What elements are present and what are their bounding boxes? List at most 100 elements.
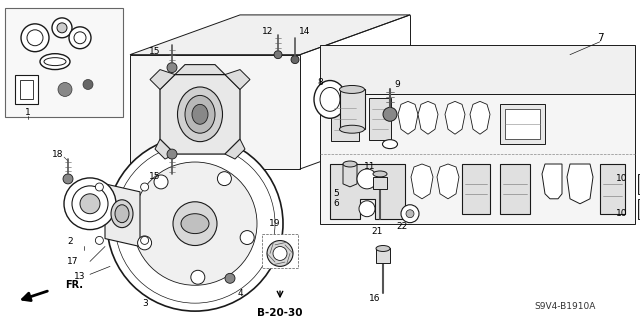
Circle shape [141, 183, 148, 191]
Circle shape [406, 210, 414, 218]
Polygon shape [225, 70, 250, 89]
Polygon shape [411, 164, 433, 199]
Circle shape [141, 236, 148, 244]
Polygon shape [373, 177, 387, 189]
Text: 7: 7 [596, 33, 604, 43]
Circle shape [27, 30, 43, 46]
Polygon shape [155, 139, 175, 159]
Circle shape [80, 194, 100, 214]
Circle shape [83, 79, 93, 89]
Circle shape [383, 108, 397, 121]
Polygon shape [105, 184, 140, 247]
Circle shape [191, 270, 205, 284]
Bar [262, 234, 298, 268]
Text: 8: 8 [317, 78, 323, 87]
Circle shape [52, 18, 72, 38]
Ellipse shape [185, 95, 215, 133]
Polygon shape [330, 164, 405, 219]
Polygon shape [225, 139, 245, 159]
Polygon shape [398, 101, 418, 134]
Polygon shape [638, 199, 640, 219]
Ellipse shape [343, 161, 357, 167]
Polygon shape [320, 45, 635, 94]
Circle shape [72, 186, 108, 222]
Polygon shape [130, 15, 410, 55]
Circle shape [63, 174, 73, 184]
Text: 14: 14 [300, 27, 310, 36]
Ellipse shape [181, 214, 209, 234]
Circle shape [267, 241, 293, 266]
Polygon shape [500, 104, 545, 144]
Circle shape [69, 27, 91, 49]
Ellipse shape [383, 140, 397, 149]
Ellipse shape [115, 205, 129, 223]
Circle shape [107, 136, 283, 311]
Text: 3: 3 [142, 299, 148, 308]
Text: 10: 10 [616, 209, 628, 218]
Text: 19: 19 [269, 219, 281, 228]
Text: 22: 22 [396, 222, 408, 231]
Circle shape [225, 273, 235, 283]
Ellipse shape [44, 58, 66, 66]
Polygon shape [567, 164, 593, 204]
Ellipse shape [376, 246, 390, 251]
Circle shape [240, 231, 254, 244]
Text: 17: 17 [67, 257, 79, 266]
Polygon shape [331, 97, 359, 141]
Polygon shape [470, 101, 490, 134]
Text: 6: 6 [333, 199, 339, 208]
Circle shape [95, 183, 104, 191]
Circle shape [115, 144, 275, 303]
Circle shape [133, 162, 257, 285]
Text: FR.: FR. [65, 280, 83, 290]
Polygon shape [445, 101, 465, 134]
Polygon shape [437, 164, 459, 199]
Ellipse shape [192, 104, 208, 124]
Text: 1: 1 [25, 108, 31, 117]
Circle shape [291, 56, 299, 63]
Polygon shape [542, 164, 562, 199]
Ellipse shape [339, 125, 365, 133]
Text: 11: 11 [364, 162, 376, 172]
Text: 4: 4 [237, 289, 243, 298]
Polygon shape [130, 55, 300, 169]
Circle shape [138, 236, 152, 250]
Text: 15: 15 [149, 47, 161, 56]
Polygon shape [418, 101, 438, 134]
Polygon shape [638, 174, 640, 194]
Polygon shape [462, 164, 490, 214]
Text: 21: 21 [371, 227, 383, 236]
Circle shape [95, 236, 104, 244]
Bar [5, 8, 123, 117]
Polygon shape [15, 75, 38, 104]
Polygon shape [369, 98, 391, 140]
Circle shape [218, 172, 232, 186]
Text: S9V4-B1910A: S9V4-B1910A [534, 302, 596, 311]
Polygon shape [340, 89, 365, 129]
Circle shape [58, 83, 72, 96]
Circle shape [154, 175, 168, 189]
Text: 2: 2 [67, 237, 73, 246]
Polygon shape [343, 164, 357, 187]
Polygon shape [175, 65, 225, 75]
Polygon shape [320, 94, 635, 224]
Text: 5: 5 [333, 189, 339, 198]
Circle shape [157, 186, 233, 261]
Polygon shape [500, 164, 530, 214]
Circle shape [274, 51, 282, 59]
Circle shape [57, 23, 67, 33]
Ellipse shape [40, 54, 70, 70]
Circle shape [359, 201, 375, 217]
Circle shape [173, 202, 217, 246]
Circle shape [74, 32, 86, 44]
Ellipse shape [314, 80, 346, 118]
Text: 9: 9 [394, 80, 400, 89]
Polygon shape [160, 75, 240, 154]
Polygon shape [150, 70, 175, 89]
Text: 16: 16 [369, 294, 381, 303]
Circle shape [401, 205, 419, 223]
Polygon shape [376, 249, 390, 263]
Text: B-20-30: B-20-30 [257, 308, 303, 318]
Text: 10: 10 [616, 174, 628, 183]
Ellipse shape [339, 85, 365, 93]
